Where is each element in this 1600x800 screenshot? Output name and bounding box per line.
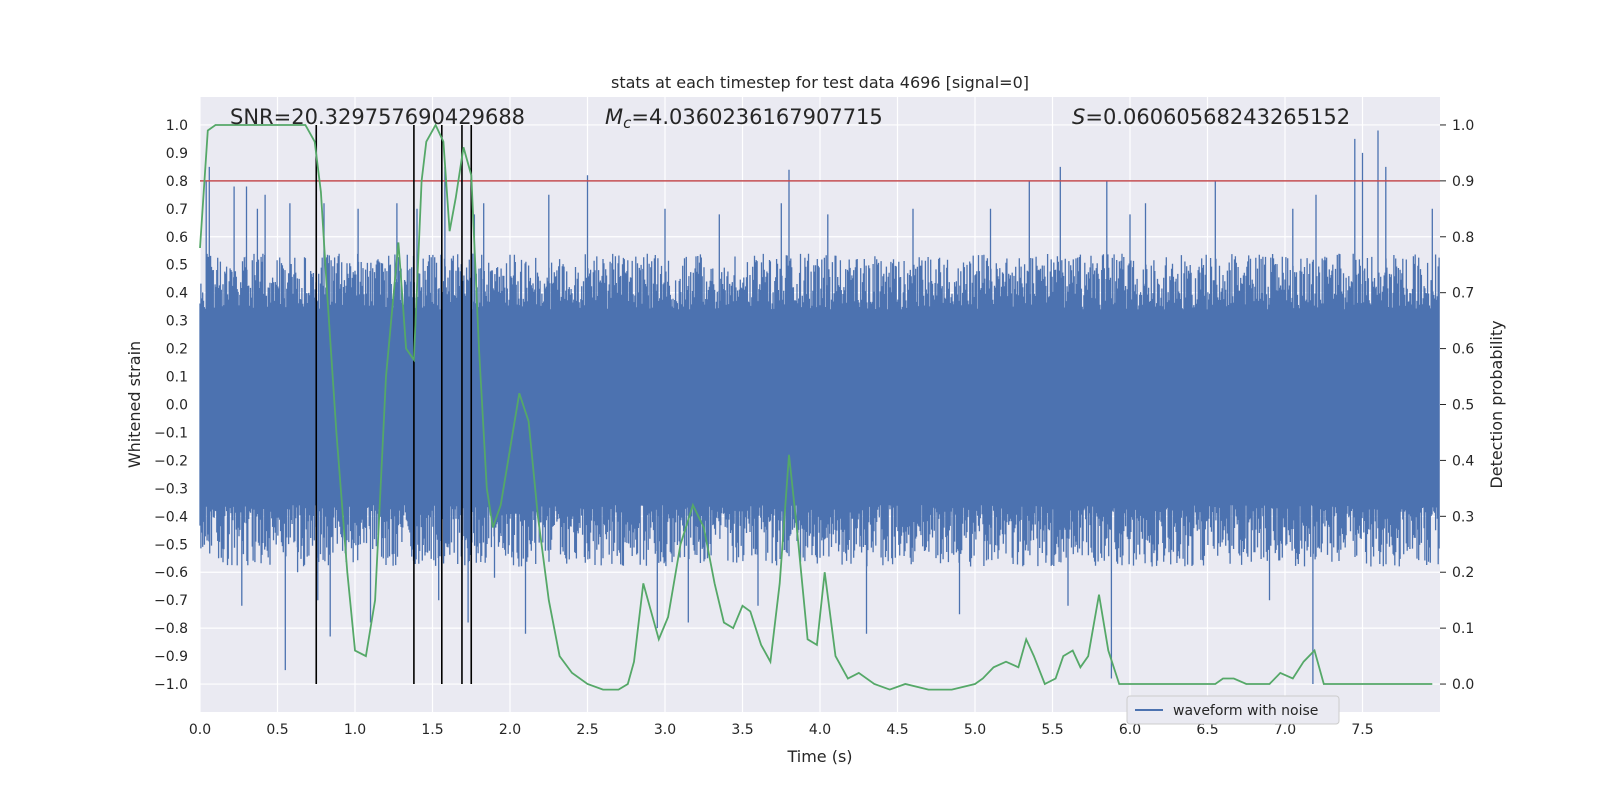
y-tick-label: 0.1 (166, 370, 188, 386)
y2-axis-label: Detection probability (1487, 320, 1506, 488)
y2-tick-label: 0.9 (1452, 174, 1474, 190)
x-tick-label: 3.5 (731, 722, 753, 738)
legend: waveform with noise (1126, 695, 1340, 725)
x-axis-label: Time (s) (786, 747, 852, 766)
y2-tick-label: 0.8 (1452, 230, 1474, 246)
y-tick-label: 0.0 (166, 398, 188, 414)
y2-tick-label: 0.7 (1452, 286, 1474, 302)
y-tick-label: 0.2 (166, 342, 188, 358)
y-tick-label: −0.4 (154, 509, 188, 525)
x-tick-label: 0.0 (189, 722, 211, 738)
mc-subscript: c (623, 114, 632, 132)
y-tick-label: −0.1 (154, 425, 188, 441)
x-tick-label: 3.0 (654, 722, 676, 738)
y2-tick-label: 0.2 (1452, 565, 1474, 581)
y-tick-label: 0.3 (166, 314, 188, 330)
y-tick-label: −1.0 (154, 677, 188, 693)
y-tick-label: −0.5 (154, 537, 188, 553)
y-tick-label: 0.5 (166, 258, 188, 274)
x-tick-label: 6.0 (1119, 722, 1141, 738)
event-lines (315, 124, 473, 685)
s-value: =0.06060568243265152 (1085, 105, 1350, 129)
legend-entry-waveform: waveform with noise (1173, 703, 1318, 719)
x-tick-label: 5.0 (964, 722, 986, 738)
y2-tick-label: 0.5 (1452, 398, 1474, 414)
x-tick-label: 0.5 (266, 722, 288, 738)
mc-value: =4.0360236167907715 (631, 105, 882, 129)
probability-series (199, 123, 1433, 691)
y-tick-label: 0.8 (166, 174, 188, 190)
y-tick-label: 0.6 (166, 230, 188, 246)
y2-tick-label: 0.0 (1452, 677, 1474, 693)
y-axis-label: Whitened strain (125, 341, 144, 468)
y-tick-label: −0.2 (154, 453, 188, 469)
x-tick-label: 4.5 (886, 722, 908, 738)
legend-box (1126, 695, 1340, 725)
s-annotation: S=0.06060568243265152 (1072, 105, 1350, 129)
x-tick-label: 2.0 (499, 722, 521, 738)
chart-title: stats at each timestep for test data 469… (611, 73, 1029, 92)
x-tick-label: 2.5 (576, 722, 598, 738)
y-tick-label: 1.0 (166, 118, 188, 134)
x-tick-label: 7.0 (1274, 722, 1296, 738)
y2-tick-label: 1.0 (1452, 118, 1474, 134)
x-tick-label: 1.0 (344, 722, 366, 738)
x-tick-label: 1.5 (421, 722, 443, 738)
y-tick-label: −0.7 (154, 593, 188, 609)
x-tick-label: 6.5 (1196, 722, 1218, 738)
x-tick-label: 7.5 (1351, 722, 1373, 738)
y-tick-label: −0.6 (154, 565, 188, 581)
strain-series (199, 130, 1440, 684)
mc-symbol: M (605, 105, 623, 129)
snr-annotation: SNR=20.329757690429688 (230, 105, 525, 129)
s-symbol: S (1072, 105, 1085, 129)
y2-tick-label: 0.3 (1452, 509, 1474, 525)
y2-tick-label: 0.6 (1452, 342, 1474, 358)
y-tick-label: 0.7 (166, 202, 188, 218)
y-tick-label: −0.9 (154, 649, 188, 665)
y2-tick-label: 0.4 (1452, 453, 1474, 469)
x-tick-label: 4.0 (809, 722, 831, 738)
strain-waveform-line (199, 130, 1440, 684)
y-tick-label: 0.4 (166, 286, 188, 302)
x-tick-label: 5.5 (1041, 722, 1063, 738)
probability-line (199, 123, 1433, 691)
y2-tick-label: 0.1 (1452, 621, 1474, 637)
chirp-mass-annotation: Mc=4.0360236167907715 (605, 105, 883, 132)
axis-ticks: 0.0 0.5 1.0 1.5 2.0 2.5 3.0 3.5 4.0 4.5 5.0 5.5 6.0 6… (154, 118, 1474, 738)
y-tick-label: −0.8 (154, 621, 188, 637)
y-tick-label: 0.9 (166, 146, 188, 162)
y-tick-label: −0.3 (154, 481, 188, 497)
